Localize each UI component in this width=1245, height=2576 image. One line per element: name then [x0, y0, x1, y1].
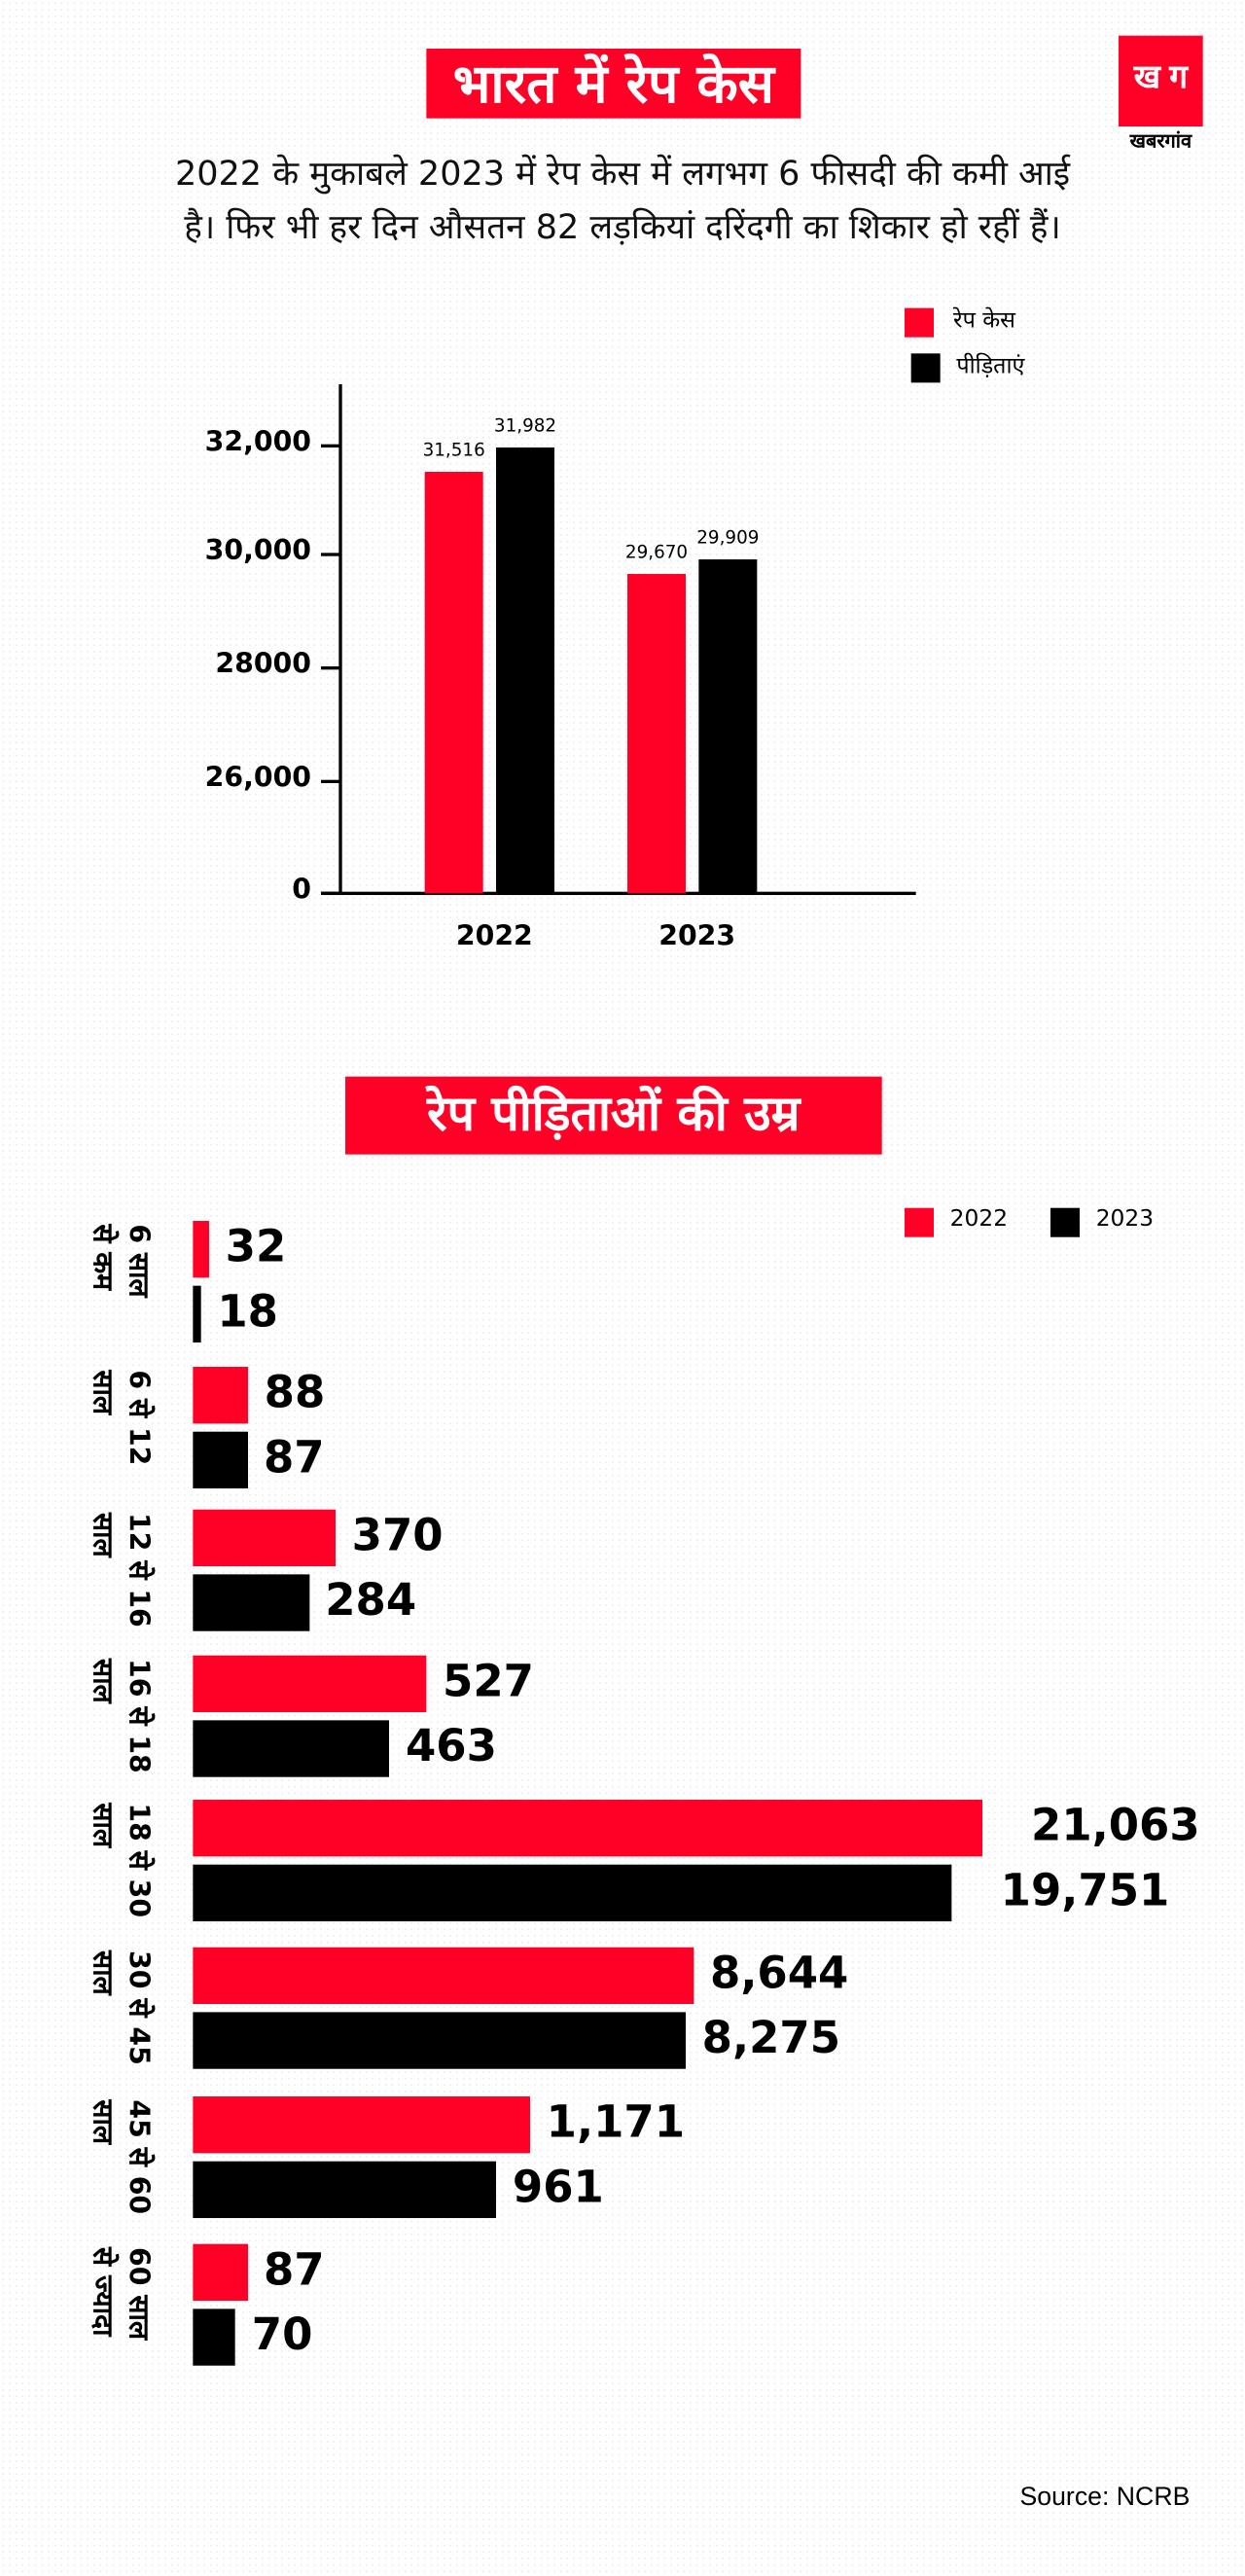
bar-पीड़िताएं-2023 [698, 559, 758, 894]
age-label-line: 18 से 30 [122, 1803, 155, 1918]
bar-2023-age-6 [193, 2161, 497, 2219]
legend-label-cases: रेप केस [953, 307, 1015, 335]
age-group-label: 6 साल से कम [85, 1224, 156, 1353]
logo-name: खबरगांव [1129, 129, 1192, 153]
value-label: 8,275 [701, 2014, 841, 2064]
age-group-label: 6 से 12 साल [85, 1370, 156, 1499]
bar-2023-age-0 [193, 1285, 201, 1343]
bar-2022-age-2 [193, 1509, 337, 1567]
bar-2022-age-1 [193, 1367, 249, 1424]
age-group-label: 60 साल से ज्यादा [85, 2247, 156, 2377]
y-tick-mark [321, 553, 341, 556]
bar-2022-age-0 [193, 1221, 210, 1278]
data-label: 29,909 [696, 526, 760, 549]
age-label-line: साल [86, 1370, 119, 1415]
bar-2022-age-7 [193, 2243, 248, 2302]
value-label: 284 [325, 1576, 417, 1627]
legend-label-2022: 2022 [949, 1206, 1009, 1233]
age-label-line: 16 से 18 [122, 1659, 155, 1773]
age-bar-chart: 6 साल से कम 32 18 6 से 12 साल 88 87 12 से 16 साल 3… [85, 1221, 1200, 2377]
bar-2023-age-4 [193, 1864, 952, 1922]
y-tick-label: 0 [292, 874, 312, 907]
y-tick-label: 30,000 [204, 535, 312, 568]
data-label: 31,982 [493, 413, 557, 436]
y-tick-mark [321, 444, 341, 448]
y-tick-label: 26,000 [204, 762, 312, 795]
value-label: 8,644 [710, 1949, 849, 2000]
value-label: 961 [512, 2163, 604, 2214]
bar-2023-age-2 [193, 1574, 309, 1631]
y-axis [338, 384, 342, 896]
age-group-label: 16 से 18 साल [85, 1659, 156, 1788]
bar-पीड़िताएं-2022 [496, 447, 555, 894]
legend-label-2023: 2023 [1095, 1206, 1155, 1233]
value-label: 32 [225, 1222, 287, 1273]
age-label-line: 12 से 16 [122, 1513, 155, 1628]
x-axis [321, 891, 916, 896]
bar-2023-age-1 [193, 1431, 248, 1489]
bar-2022-age-3 [193, 1655, 427, 1713]
value-label: 19,751 [1000, 1866, 1170, 1917]
bar-2023-age-5 [193, 2012, 687, 2069]
age-group-label: 18 से 30 साल [85, 1803, 156, 1932]
value-label: 463 [405, 1722, 497, 1772]
bar-2022-age-5 [193, 1947, 694, 2005]
age-chart-title: रेप पीड़िताओं की उम्र [345, 1076, 882, 1155]
y-tick-mark [321, 891, 341, 896]
age-group-label: 12 से 16 साल [85, 1513, 156, 1642]
subtitle-line-1: 2022 के मुकाबले 2023 में रेप केस में लगभ… [175, 154, 1071, 194]
value-label: 87 [263, 1433, 325, 1485]
age-label-line: 45 से 60 [122, 2099, 155, 2215]
legend-swatch-2023 [1050, 1207, 1081, 1237]
age-label-line: साल [86, 1659, 119, 1703]
data-label: 31,516 [422, 440, 485, 461]
age-label-line: साल [86, 1513, 119, 1557]
age-label-line: साल [86, 2099, 119, 2145]
age-label-line: 60 साल [122, 2247, 155, 2341]
legend-label-victims: पीड़िताएं [956, 353, 1025, 380]
y-tick-mark [321, 779, 341, 784]
age-label-line: से कम [86, 1224, 119, 1291]
value-label: 1,171 [546, 2097, 686, 2149]
cases-bar-chart: 32,000 30,000 28000 26,000 0 31,516 31,982 2022… [0, 0, 1245, 1005]
source-note: Source: NCRB [1019, 2484, 1191, 2512]
main-title: भारत में रेप केस [426, 49, 801, 119]
bar-2022-age-4 [193, 1800, 983, 1857]
legend-swatch-2022 [905, 1207, 935, 1237]
age-label-line: से ज्यादा [86, 2247, 119, 2337]
bar-2023-age-3 [193, 1720, 390, 1777]
logo: ख ग [1119, 35, 1203, 127]
y-tick-mark [321, 666, 341, 670]
age-group-label: 45 से 60 साल [85, 2099, 156, 2229]
bar-रेप केस-2022 [424, 472, 483, 894]
subtitle-line-2: है। फिर भी हर दिन औसतन 82 लड़कियां दरिंद… [184, 207, 1061, 247]
value-label: 527 [443, 1657, 534, 1708]
bar-2022-age-6 [193, 2096, 531, 2154]
age-group-label: 30 से 45 साल [85, 1950, 156, 2080]
x-tick-label: 2022 [455, 920, 533, 954]
logo-mark: ख ग [1133, 59, 1189, 96]
bar-2023-age-7 [193, 2308, 236, 2366]
legend-swatch-cases [905, 307, 935, 338]
value-label: 21,063 [1031, 1801, 1200, 1852]
value-label: 370 [351, 1511, 444, 1562]
data-label: 29,670 [624, 540, 689, 562]
age-label-line: 30 से 45 [122, 1950, 155, 2065]
age-label-line: 6 से 12 [122, 1370, 155, 1466]
age-label-line: साल [86, 1803, 119, 1848]
age-label-line: 6 साल [122, 1224, 155, 1298]
x-tick-label: 2023 [658, 920, 736, 954]
value-label: 88 [264, 1368, 326, 1419]
y-tick-label: 28000 [215, 648, 312, 682]
value-label: 87 [263, 2245, 325, 2297]
value-label: 18 [217, 1287, 278, 1339]
value-label: 70 [251, 2310, 313, 2361]
bar-रेप केस-2023 [627, 573, 687, 894]
y-tick-label: 32,000 [204, 426, 312, 459]
age-label-line: साल [86, 1950, 119, 1995]
legend-swatch-victims [910, 353, 941, 383]
